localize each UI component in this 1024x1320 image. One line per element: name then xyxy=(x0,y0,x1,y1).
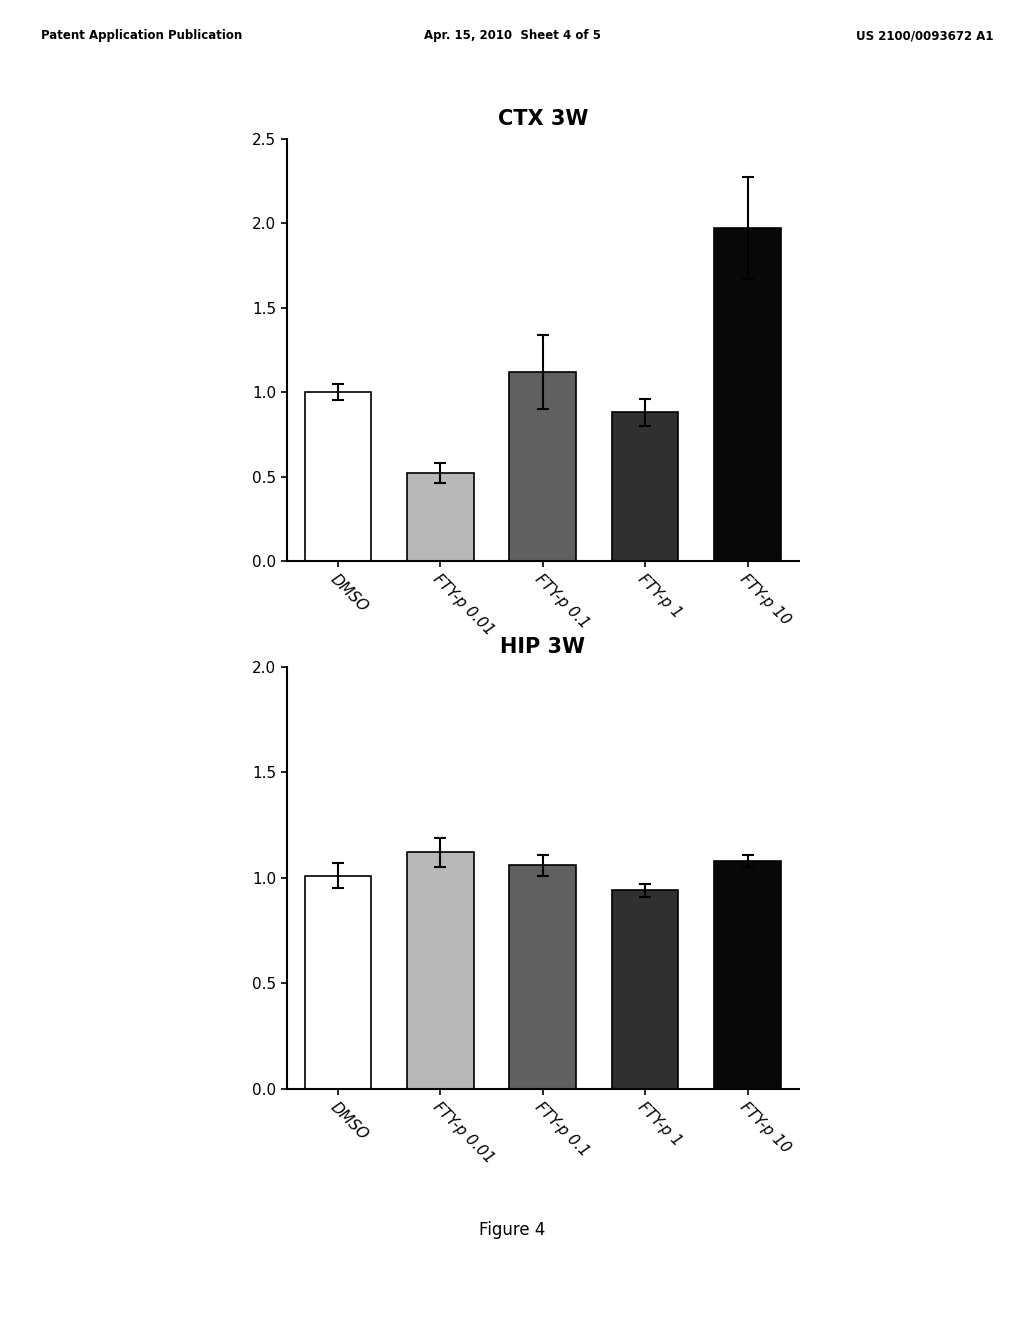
Bar xyxy=(612,412,678,561)
Bar xyxy=(715,861,781,1089)
Title: HIP 3W: HIP 3W xyxy=(500,636,586,657)
Text: Patent Application Publication: Patent Application Publication xyxy=(41,29,243,42)
Bar xyxy=(408,853,473,1089)
Bar xyxy=(305,392,371,561)
Bar xyxy=(510,372,577,561)
Text: Figure 4: Figure 4 xyxy=(479,1221,545,1239)
Text: US 2100/0093672 A1: US 2100/0093672 A1 xyxy=(856,29,993,42)
Bar xyxy=(612,891,678,1089)
Text: Apr. 15, 2010  Sheet 4 of 5: Apr. 15, 2010 Sheet 4 of 5 xyxy=(424,29,600,42)
Bar xyxy=(408,473,473,561)
Bar xyxy=(715,228,781,561)
Bar xyxy=(510,865,577,1089)
Title: CTX 3W: CTX 3W xyxy=(498,108,588,129)
Bar xyxy=(305,875,371,1089)
